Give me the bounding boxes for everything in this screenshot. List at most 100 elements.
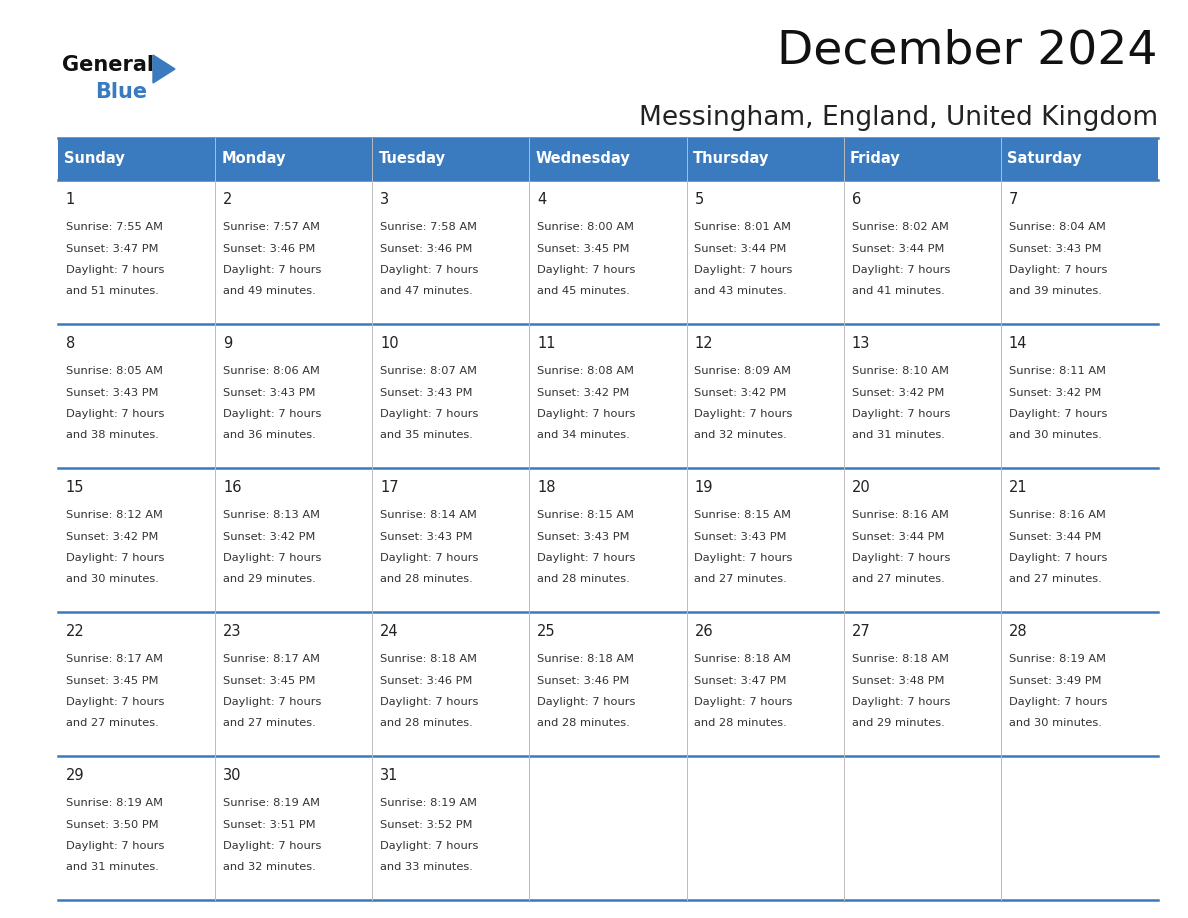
Bar bbox=[372, 180, 530, 324]
Text: Daylight: 7 hours: Daylight: 7 hours bbox=[223, 409, 322, 419]
Text: Daylight: 7 hours: Daylight: 7 hours bbox=[537, 553, 636, 563]
Text: 13: 13 bbox=[852, 336, 870, 351]
Text: Sunset: 3:46 PM: Sunset: 3:46 PM bbox=[380, 676, 473, 686]
Text: Sunset: 3:46 PM: Sunset: 3:46 PM bbox=[537, 676, 630, 686]
Text: 29: 29 bbox=[65, 768, 84, 783]
Text: Blue: Blue bbox=[95, 82, 147, 102]
Text: Daylight: 7 hours: Daylight: 7 hours bbox=[380, 409, 479, 419]
Text: Daylight: 7 hours: Daylight: 7 hours bbox=[223, 265, 322, 275]
Text: Sunset: 3:43 PM: Sunset: 3:43 PM bbox=[1009, 243, 1101, 253]
Text: Sunrise: 8:19 AM: Sunrise: 8:19 AM bbox=[65, 798, 163, 808]
Text: Sunrise: 8:08 AM: Sunrise: 8:08 AM bbox=[537, 366, 634, 376]
Text: and 45 minutes.: and 45 minutes. bbox=[537, 286, 630, 297]
Text: 15: 15 bbox=[65, 480, 84, 495]
Text: 24: 24 bbox=[380, 624, 399, 639]
Bar bbox=[530, 180, 687, 324]
Text: 10: 10 bbox=[380, 336, 399, 351]
Text: 16: 16 bbox=[223, 480, 241, 495]
Text: Sunrise: 8:06 AM: Sunrise: 8:06 AM bbox=[223, 366, 320, 376]
Bar bbox=[530, 612, 687, 756]
Text: Sunrise: 8:02 AM: Sunrise: 8:02 AM bbox=[852, 222, 948, 232]
Text: Daylight: 7 hours: Daylight: 7 hours bbox=[537, 409, 636, 419]
Text: Thursday: Thursday bbox=[693, 151, 770, 166]
Text: Sunset: 3:47 PM: Sunset: 3:47 PM bbox=[695, 676, 786, 686]
Text: Sunrise: 7:57 AM: Sunrise: 7:57 AM bbox=[223, 222, 320, 232]
Text: Sunset: 3:43 PM: Sunset: 3:43 PM bbox=[695, 532, 786, 542]
Text: Sunrise: 8:19 AM: Sunrise: 8:19 AM bbox=[1009, 654, 1106, 664]
Bar bbox=[530, 756, 687, 900]
Text: Sunset: 3:44 PM: Sunset: 3:44 PM bbox=[852, 532, 944, 542]
Text: 21: 21 bbox=[1009, 480, 1028, 495]
Text: Tuesday: Tuesday bbox=[379, 151, 446, 166]
Bar bbox=[687, 756, 843, 900]
Text: Sunrise: 8:07 AM: Sunrise: 8:07 AM bbox=[380, 366, 478, 376]
Text: 9: 9 bbox=[223, 336, 232, 351]
Text: Sunrise: 8:01 AM: Sunrise: 8:01 AM bbox=[695, 222, 791, 232]
Text: 7: 7 bbox=[1009, 192, 1018, 207]
Text: Sunset: 3:43 PM: Sunset: 3:43 PM bbox=[65, 387, 158, 397]
Text: Daylight: 7 hours: Daylight: 7 hours bbox=[1009, 553, 1107, 563]
Bar bbox=[215, 324, 372, 468]
Text: and 38 minutes.: and 38 minutes. bbox=[65, 431, 159, 441]
Text: and 28 minutes.: and 28 minutes. bbox=[537, 719, 630, 729]
Text: Daylight: 7 hours: Daylight: 7 hours bbox=[1009, 697, 1107, 707]
Text: 6: 6 bbox=[852, 192, 861, 207]
Text: General: General bbox=[62, 55, 154, 75]
Bar bbox=[530, 468, 687, 612]
Text: Saturday: Saturday bbox=[1007, 151, 1081, 166]
Text: Daylight: 7 hours: Daylight: 7 hours bbox=[65, 697, 164, 707]
Text: Daylight: 7 hours: Daylight: 7 hours bbox=[65, 841, 164, 851]
Text: 14: 14 bbox=[1009, 336, 1028, 351]
Bar bbox=[687, 324, 843, 468]
Text: and 28 minutes.: and 28 minutes. bbox=[695, 719, 788, 729]
Text: and 30 minutes.: and 30 minutes. bbox=[65, 575, 159, 585]
Bar bbox=[58, 612, 215, 756]
Text: 26: 26 bbox=[695, 624, 713, 639]
Text: Sunset: 3:43 PM: Sunset: 3:43 PM bbox=[223, 387, 316, 397]
Text: Daylight: 7 hours: Daylight: 7 hours bbox=[695, 409, 792, 419]
Text: Sunset: 3:42 PM: Sunset: 3:42 PM bbox=[852, 387, 944, 397]
Text: Sunset: 3:42 PM: Sunset: 3:42 PM bbox=[537, 387, 630, 397]
Text: and 31 minutes.: and 31 minutes. bbox=[852, 431, 944, 441]
Text: Sunrise: 8:17 AM: Sunrise: 8:17 AM bbox=[65, 654, 163, 664]
Text: 22: 22 bbox=[65, 624, 84, 639]
Bar bbox=[687, 612, 843, 756]
Bar bbox=[843, 468, 1000, 612]
Text: Daylight: 7 hours: Daylight: 7 hours bbox=[65, 409, 164, 419]
Text: Sunrise: 8:16 AM: Sunrise: 8:16 AM bbox=[852, 510, 948, 520]
Text: 4: 4 bbox=[537, 192, 546, 207]
Text: Sunset: 3:44 PM: Sunset: 3:44 PM bbox=[1009, 532, 1101, 542]
Text: 18: 18 bbox=[537, 480, 556, 495]
Text: Sunrise: 8:19 AM: Sunrise: 8:19 AM bbox=[380, 798, 478, 808]
Text: and 33 minutes.: and 33 minutes. bbox=[380, 863, 473, 872]
Text: and 27 minutes.: and 27 minutes. bbox=[223, 719, 316, 729]
Bar bbox=[1000, 324, 1158, 468]
Text: Daylight: 7 hours: Daylight: 7 hours bbox=[537, 697, 636, 707]
Bar bbox=[1000, 180, 1158, 324]
Text: and 28 minutes.: and 28 minutes. bbox=[537, 575, 630, 585]
Text: and 30 minutes.: and 30 minutes. bbox=[1009, 431, 1101, 441]
Text: Sunset: 3:50 PM: Sunset: 3:50 PM bbox=[65, 820, 158, 830]
Text: Sunrise: 8:18 AM: Sunrise: 8:18 AM bbox=[537, 654, 634, 664]
Text: Daylight: 7 hours: Daylight: 7 hours bbox=[65, 265, 164, 275]
Text: Daylight: 7 hours: Daylight: 7 hours bbox=[223, 841, 322, 851]
Text: 5: 5 bbox=[695, 192, 703, 207]
Text: Messingham, England, United Kingdom: Messingham, England, United Kingdom bbox=[639, 105, 1158, 131]
Text: Wednesday: Wednesday bbox=[536, 151, 631, 166]
Bar bbox=[843, 612, 1000, 756]
Bar bbox=[215, 612, 372, 756]
Bar bbox=[372, 756, 530, 900]
Text: Sunrise: 7:58 AM: Sunrise: 7:58 AM bbox=[380, 222, 478, 232]
Text: and 41 minutes.: and 41 minutes. bbox=[852, 286, 944, 297]
Text: and 28 minutes.: and 28 minutes. bbox=[380, 575, 473, 585]
Text: 17: 17 bbox=[380, 480, 399, 495]
Text: and 49 minutes.: and 49 minutes. bbox=[223, 286, 316, 297]
Text: Sunset: 3:48 PM: Sunset: 3:48 PM bbox=[852, 676, 944, 686]
Text: Daylight: 7 hours: Daylight: 7 hours bbox=[1009, 409, 1107, 419]
Bar bbox=[843, 324, 1000, 468]
Text: 23: 23 bbox=[223, 624, 241, 639]
Text: Daylight: 7 hours: Daylight: 7 hours bbox=[223, 553, 322, 563]
Text: and 32 minutes.: and 32 minutes. bbox=[695, 431, 788, 441]
Text: Sunset: 3:45 PM: Sunset: 3:45 PM bbox=[223, 676, 316, 686]
Text: Sunset: 3:44 PM: Sunset: 3:44 PM bbox=[695, 243, 786, 253]
